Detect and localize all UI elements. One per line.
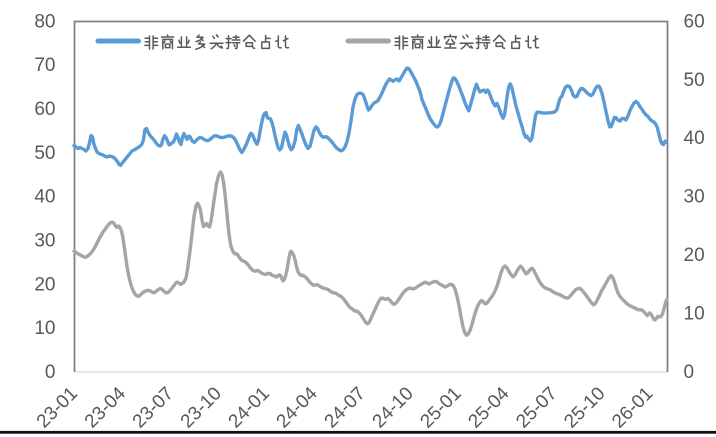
svg-text:60: 60 bbox=[34, 99, 55, 120]
svg-text:30: 30 bbox=[34, 231, 55, 252]
svg-text:20: 20 bbox=[34, 274, 55, 295]
svg-text:40: 40 bbox=[34, 187, 55, 208]
svg-text:10: 10 bbox=[684, 304, 705, 325]
svg-text:20: 20 bbox=[684, 245, 705, 266]
svg-text:80: 80 bbox=[34, 11, 55, 32]
svg-text:0: 0 bbox=[684, 362, 695, 383]
svg-text:70: 70 bbox=[34, 55, 55, 76]
svg-text:60: 60 bbox=[684, 11, 705, 32]
svg-text:50: 50 bbox=[684, 70, 705, 91]
svg-text:30: 30 bbox=[684, 187, 705, 208]
svg-text:50: 50 bbox=[34, 143, 55, 164]
svg-text:0: 0 bbox=[45, 362, 56, 383]
svg-text:10: 10 bbox=[34, 318, 55, 339]
svg-text:40: 40 bbox=[684, 128, 705, 149]
